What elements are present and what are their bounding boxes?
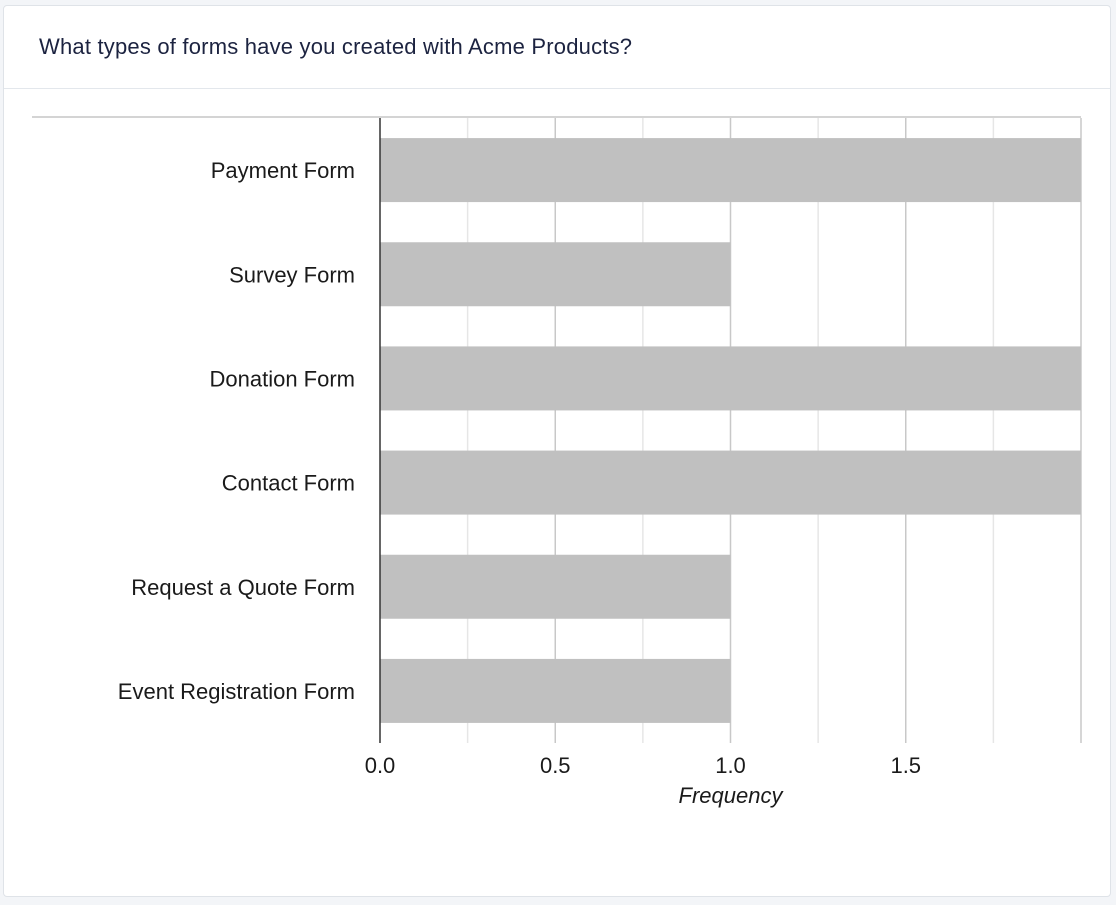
category-label: Survey Form <box>229 262 355 287</box>
category-label: Contact Form <box>222 471 355 496</box>
card-header: What types of forms have you created wit… <box>4 6 1110 89</box>
x-axis-title: Frequency <box>679 783 785 808</box>
category-label: Event Registration Form <box>118 679 355 704</box>
card-title: What types of forms have you created wit… <box>39 34 633 59</box>
bar-donation-form <box>380 346 1081 411</box>
x-tick-label: 0.0 <box>365 753 396 778</box>
bar-request-a-quote-form <box>380 554 731 619</box>
bar-survey-form <box>380 242 731 307</box>
gridlines <box>32 116 1082 743</box>
x-tick-label: 1.5 <box>890 753 921 778</box>
category-label: Payment Form <box>211 158 355 183</box>
category-label: Donation Form <box>209 366 355 391</box>
category-label: Request a Quote Form <box>131 575 355 600</box>
x-tick-labels: 0.0 0.5 1.0 1.5 <box>365 753 921 778</box>
x-tick-label: 1.0 <box>715 753 746 778</box>
bar-payment-form <box>380 138 1081 203</box>
bar-contact-form <box>380 450 1081 515</box>
bar-event-registration-form <box>380 658 731 723</box>
x-tick-label: 0.5 <box>540 753 571 778</box>
category-labels: Payment Form Survey Form Donation Form Cont… <box>118 158 355 704</box>
bars <box>380 138 1081 723</box>
